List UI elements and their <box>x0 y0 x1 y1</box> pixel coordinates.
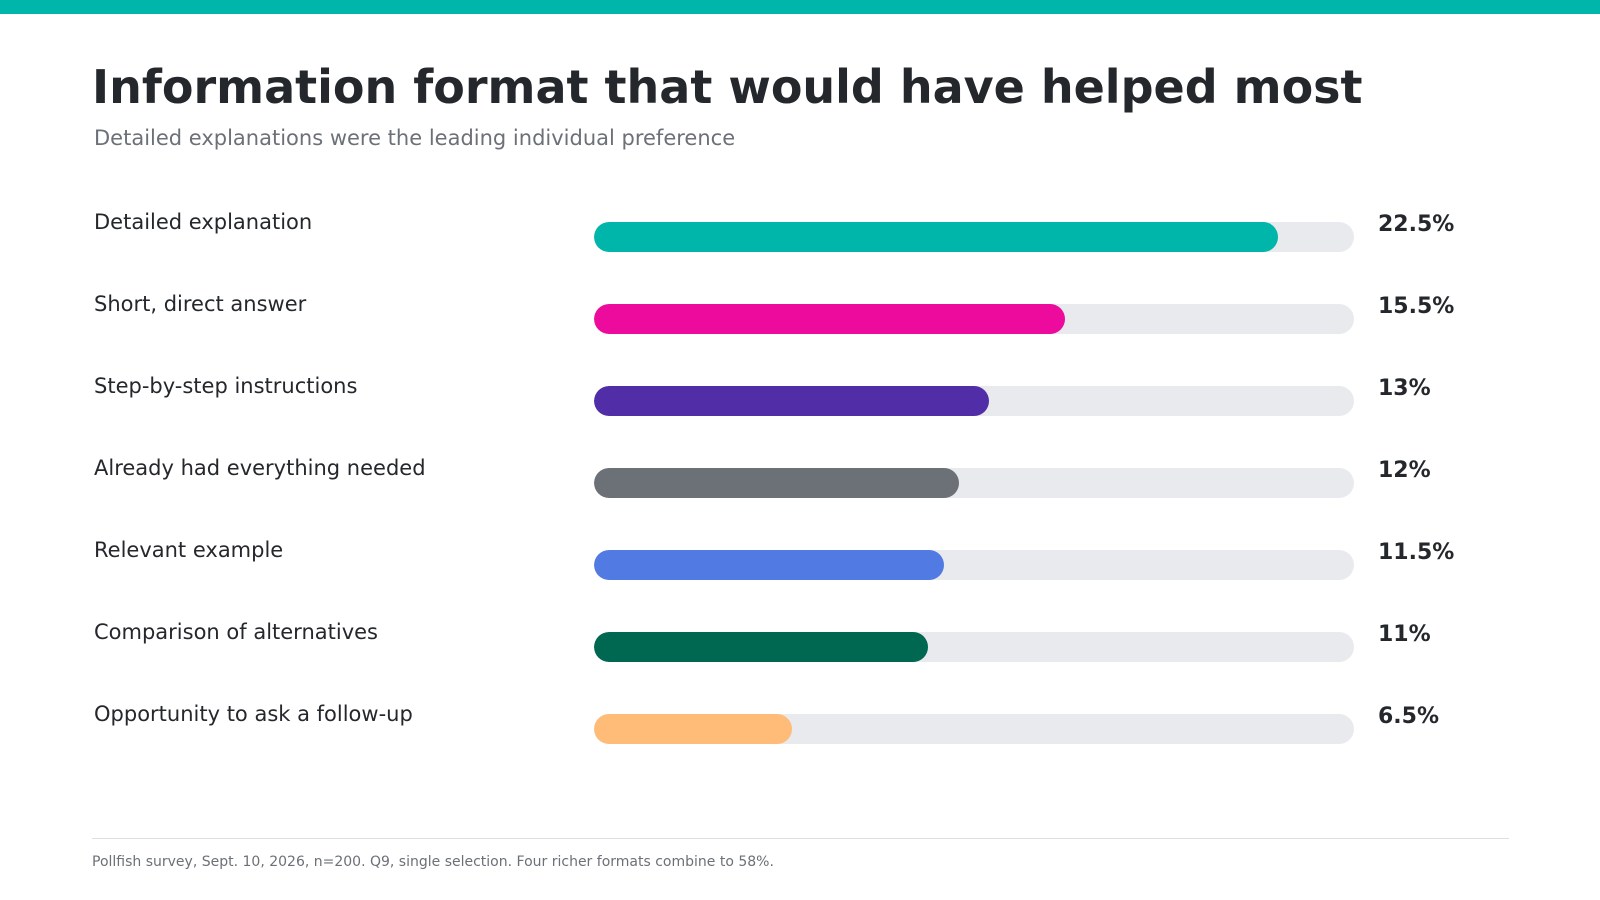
top-accent-stripe <box>0 0 1600 14</box>
bar-fill <box>594 222 1278 252</box>
bar-track <box>594 468 1354 498</box>
category-label: Detailed explanation <box>94 210 313 234</box>
category-label: Step-by-step instructions <box>94 374 358 398</box>
bar-fill <box>594 632 929 662</box>
bar-track <box>594 386 1354 416</box>
value-label: 11.5% <box>1378 540 1455 565</box>
source-footnote: Pollfish survey, Sept. 10, 2026, n=200. … <box>92 854 774 870</box>
category-label: Opportunity to ask a follow-up <box>94 702 413 726</box>
bar-row: Step-by-step instructions 13% <box>0 374 1600 456</box>
bar-track <box>594 714 1354 744</box>
chart-subtitle: Detailed explanations were the leading i… <box>94 126 736 150</box>
bar-row: Comparison of alternatives 11% <box>0 620 1600 702</box>
bar-row: Already had everything needed 12% <box>0 456 1600 538</box>
category-label: Short, direct answer <box>94 292 307 316</box>
bar-track <box>594 632 1354 662</box>
bar-row: Relevant example 11.5% <box>0 538 1600 620</box>
value-label: 15.5% <box>1378 294 1455 319</box>
bar-fill <box>594 714 792 744</box>
bar-track <box>594 222 1354 252</box>
bar-fill <box>594 386 990 416</box>
bar-row: Short, direct answer 15.5% <box>0 292 1600 374</box>
value-label: 12% <box>1378 458 1431 483</box>
bar-fill <box>594 468 959 498</box>
value-label: 13% <box>1378 376 1431 401</box>
footer-divider <box>92 838 1509 839</box>
bar-track <box>594 550 1354 580</box>
bar-fill <box>594 304 1066 334</box>
chart-title: Information format that would have helpe… <box>92 60 1363 114</box>
category-label: Relevant example <box>94 538 284 562</box>
category-label: Comparison of alternatives <box>94 620 378 644</box>
category-label: Already had everything needed <box>94 456 426 480</box>
bar-fill <box>594 550 944 580</box>
bar-row: Detailed explanation 22.5% <box>0 210 1600 292</box>
bar-row: Opportunity to ask a follow-up 6.5% <box>0 702 1600 784</box>
value-label: 6.5% <box>1378 704 1440 729</box>
bar-track <box>594 304 1354 334</box>
value-label: 22.5% <box>1378 212 1455 237</box>
value-label: 11% <box>1378 622 1431 647</box>
